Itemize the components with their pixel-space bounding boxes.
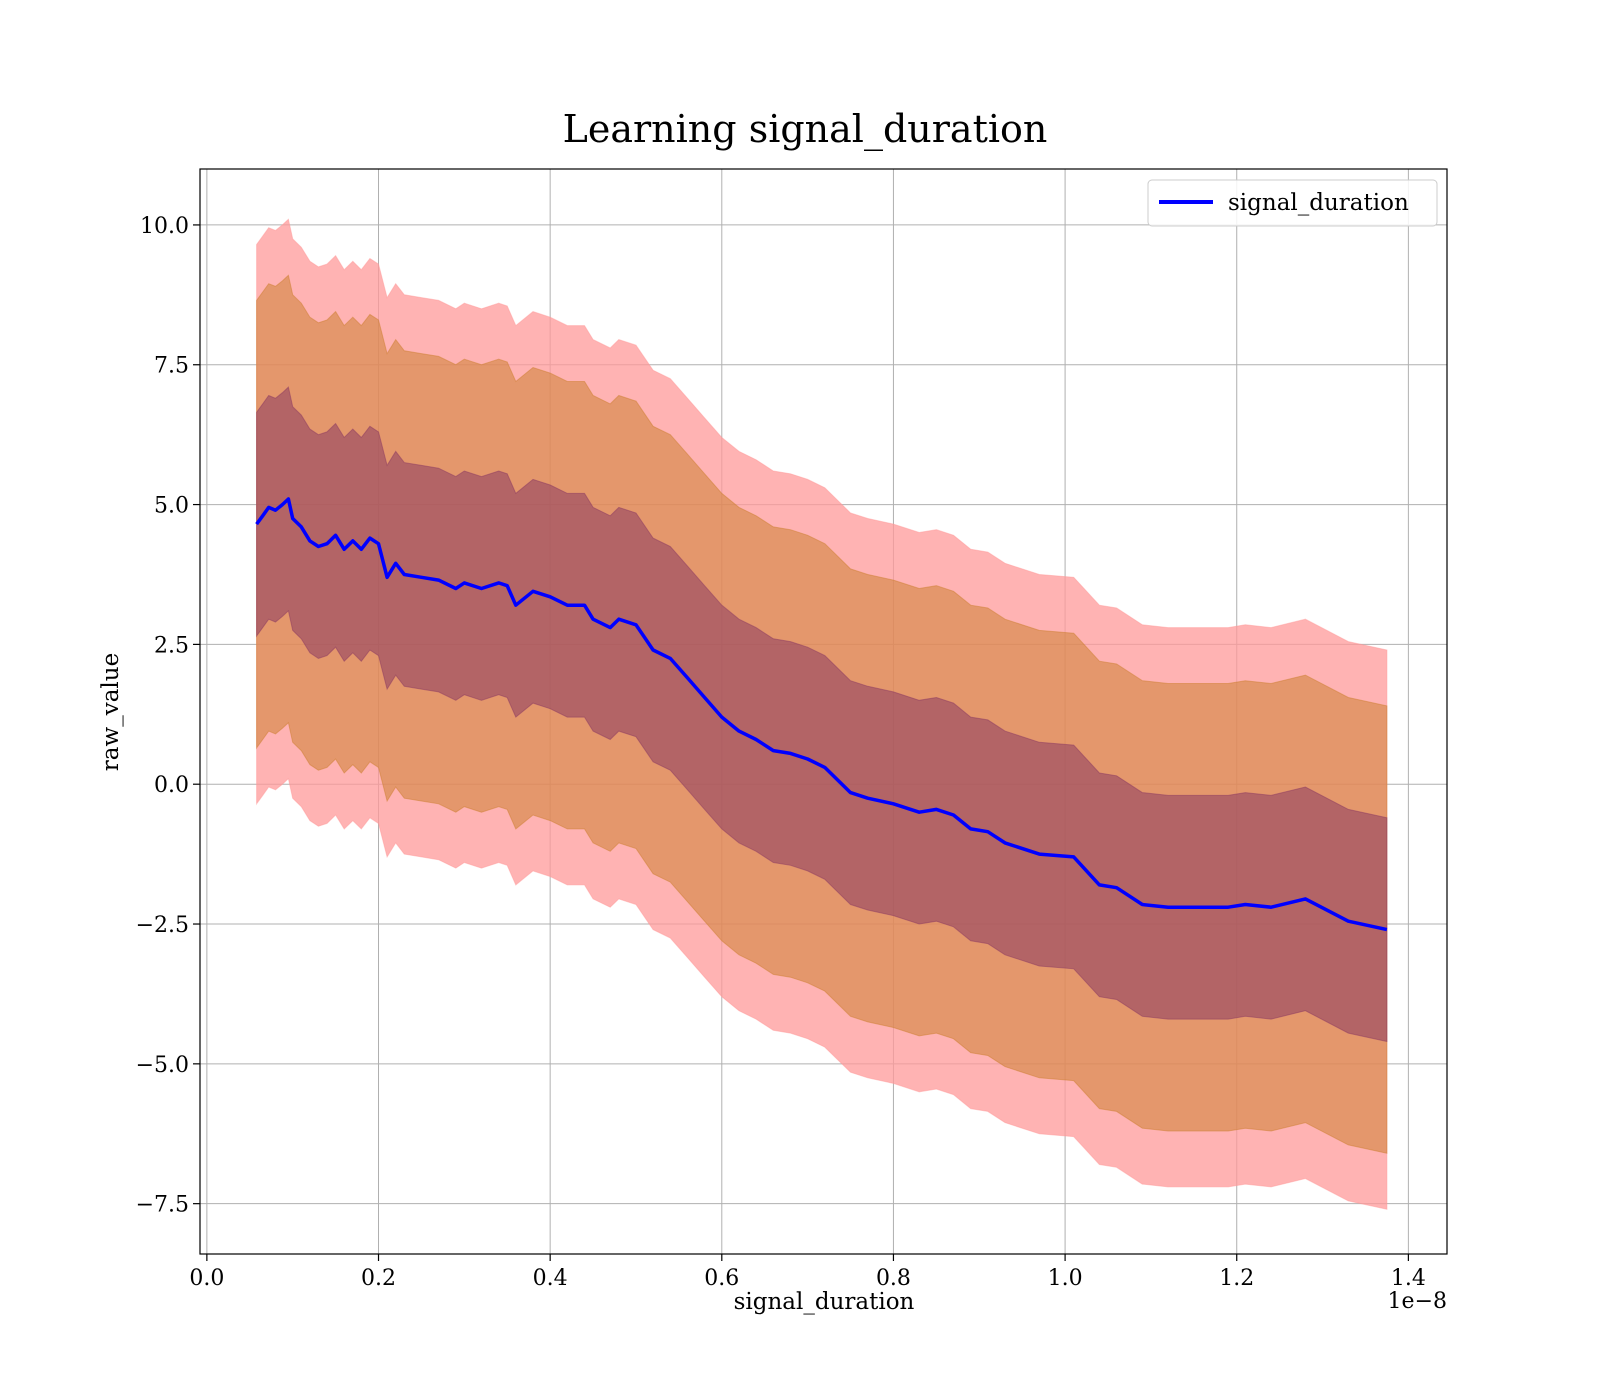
x-tick-label: 1.2 (1219, 1266, 1254, 1291)
series-line-signal-duration (255, 497, 1388, 932)
x-tick-label: 1.4 (1391, 1266, 1426, 1291)
y-tick-label: 2.5 (154, 633, 189, 658)
x-axis: 0.0 0.2 0.4 0.6 0.8 1.0 1.2 1.4 (189, 1254, 1426, 1291)
x-axis-offset-label: 1e−8 (1388, 1289, 1447, 1314)
y-tick-label: 10.0 (140, 214, 189, 239)
y-axis-label: raw_value (98, 653, 124, 771)
series-lines (255, 497, 1388, 932)
band-2-sigma (256, 386, 1388, 1043)
y-tick-label: −5.0 (136, 1053, 189, 1078)
legend-label: signal_duration (1228, 190, 1409, 216)
plot-area-frame (199, 168, 1448, 1255)
x-tick-label: 0.0 (189, 1266, 224, 1291)
y-tick-label: −2.5 (136, 913, 189, 938)
x-axis-label: signal_duration (734, 1289, 915, 1315)
confidence-bands (256, 218, 1388, 1210)
legend-box (1147, 179, 1438, 227)
chart-title: Learning signal_duration (563, 107, 1048, 152)
y-axis: −7.5 −5.0 −2.5 0.0 2.5 5.0 7.5 10.0 (136, 214, 200, 1218)
y-tick-label: 5.0 (154, 494, 189, 519)
x-tick-label: 0.8 (876, 1266, 911, 1291)
x-tick-label: 0.4 (533, 1266, 568, 1291)
x-tick-label: 0.2 (361, 1266, 396, 1291)
y-tick-label: 7.5 (154, 354, 189, 379)
y-tick-label: −7.5 (136, 1193, 189, 1218)
x-tick-label: 1.0 (1048, 1266, 1083, 1291)
legend: signal_duration (1147, 179, 1438, 227)
x-tick-label: 0.6 (704, 1266, 739, 1291)
y-tick-label: 0.0 (154, 773, 189, 798)
